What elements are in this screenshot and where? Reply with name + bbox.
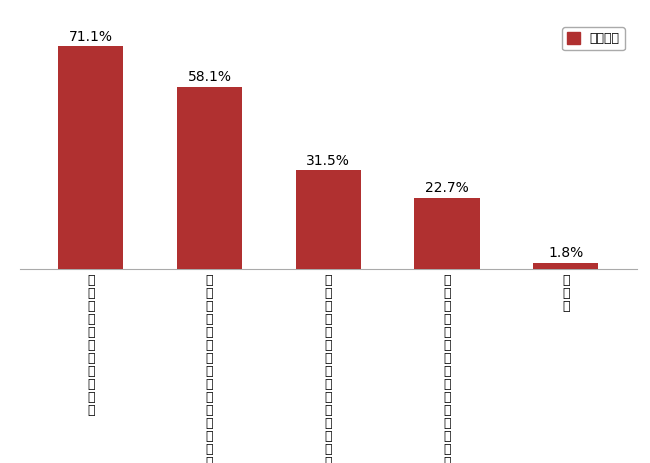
Bar xyxy=(533,263,599,269)
Text: 71.1%: 71.1% xyxy=(69,30,112,44)
Text: 1.8%: 1.8% xyxy=(548,246,584,260)
Bar xyxy=(296,170,361,269)
Text: 58.1%: 58.1% xyxy=(187,70,231,84)
Legend: 無延滞者: 無延滞者 xyxy=(562,27,625,50)
Bar xyxy=(414,198,480,269)
Bar xyxy=(177,87,242,269)
Text: 22.7%: 22.7% xyxy=(425,181,469,195)
Text: 31.5%: 31.5% xyxy=(306,154,350,168)
Bar xyxy=(58,46,124,269)
